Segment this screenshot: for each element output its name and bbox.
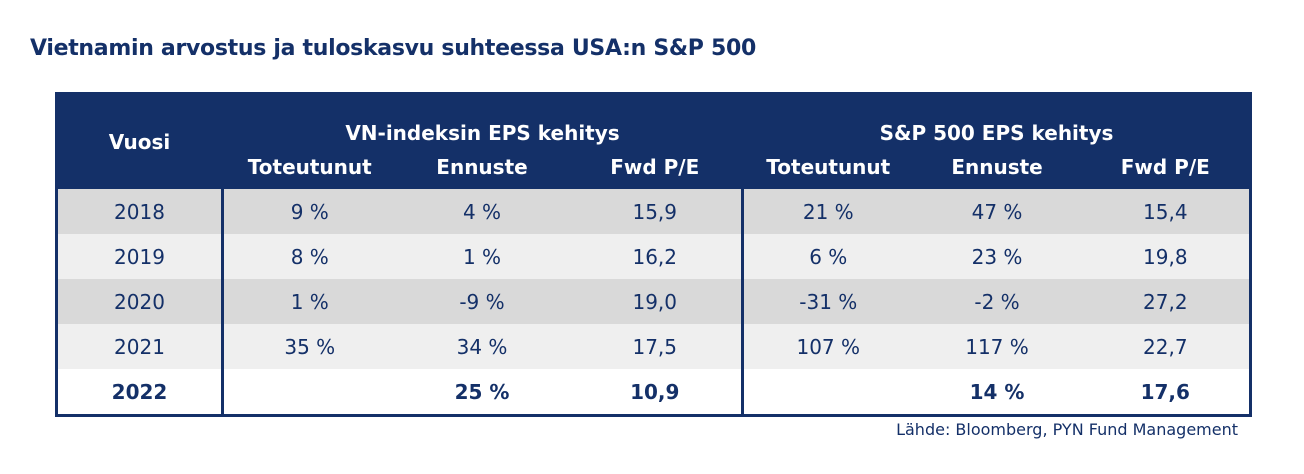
value-cell: 10,9 bbox=[568, 369, 743, 416]
value-cell bbox=[221, 369, 396, 416]
value-cell: 19,8 bbox=[1081, 234, 1251, 279]
table-row: 2022 25 % 10,9 14 % 17,6 bbox=[56, 369, 1251, 416]
value-cell: 34 % bbox=[395, 324, 569, 369]
value-cell: 9 % bbox=[221, 189, 396, 234]
year-cell: 2020 bbox=[56, 279, 223, 324]
year-cell: 2019 bbox=[56, 234, 223, 279]
header-col: Ennuste bbox=[912, 145, 1082, 189]
value-cell: 35 % bbox=[221, 324, 396, 369]
value-cell: 8 % bbox=[221, 234, 396, 279]
header-group-vn: VN-indeksin EPS kehitys bbox=[220, 93, 743, 145]
year-cell: 2018 bbox=[56, 189, 223, 234]
value-cell: -31 % bbox=[741, 279, 913, 324]
value-cell: 23 % bbox=[912, 234, 1082, 279]
value-cell: 107 % bbox=[741, 324, 913, 369]
table-row: 2020 1 % -9 % 19,0 -31 % -2 % 27,2 bbox=[56, 279, 1251, 324]
value-cell: 19,0 bbox=[568, 279, 743, 324]
table-title: Vietnamin arvostus ja tuloskasvu suhtees… bbox=[30, 36, 756, 61]
year-cell: 2022 bbox=[56, 369, 223, 416]
header-col: Fwd P/E bbox=[1081, 145, 1251, 189]
table-row: 2018 9 % 4 % 15,9 21 % 47 % 15,4 bbox=[56, 189, 1251, 234]
header-col: Ennuste bbox=[395, 145, 569, 189]
table-row: 2019 8 % 1 % 16,2 6 % 23 % 19,8 bbox=[56, 234, 1251, 279]
value-cell: 16,2 bbox=[568, 234, 743, 279]
value-cell: 6 % bbox=[741, 234, 913, 279]
value-cell: 22,7 bbox=[1081, 324, 1251, 369]
value-cell: 25 % bbox=[395, 369, 569, 416]
value-cell: -2 % bbox=[912, 279, 1082, 324]
header-col: Toteutunut bbox=[741, 145, 913, 189]
value-cell: 17,6 bbox=[1081, 369, 1251, 416]
value-cell: -9 % bbox=[395, 279, 569, 324]
value-cell: 117 % bbox=[912, 324, 1082, 369]
value-cell: 4 % bbox=[395, 189, 569, 234]
value-cell: 14 % bbox=[912, 369, 1082, 416]
value-cell: 1 % bbox=[221, 279, 396, 324]
header-group-sp: S&P 500 EPS kehitys bbox=[741, 93, 1251, 145]
value-cell: 21 % bbox=[741, 189, 913, 234]
value-cell bbox=[741, 369, 913, 416]
valuation-table: Vuosi VN-indeksin EPS kehitys S&P 500 EP… bbox=[55, 92, 1253, 417]
value-cell: 15,9 bbox=[568, 189, 743, 234]
table-row: 2021 35 % 34 % 17,5 107 % 117 % 22,7 bbox=[56, 324, 1251, 369]
value-cell: 17,5 bbox=[568, 324, 743, 369]
header-col: Fwd P/E bbox=[568, 145, 743, 189]
value-cell: 47 % bbox=[912, 189, 1082, 234]
source-note: Lähde: Bloomberg, PYN Fund Management bbox=[896, 420, 1238, 439]
header-year: Vuosi bbox=[56, 93, 223, 189]
year-cell: 2021 bbox=[56, 324, 223, 369]
value-cell: 27,2 bbox=[1081, 279, 1251, 324]
value-cell: 1 % bbox=[395, 234, 569, 279]
value-cell: 15,4 bbox=[1081, 189, 1251, 234]
header-col: Toteutunut bbox=[221, 145, 396, 189]
